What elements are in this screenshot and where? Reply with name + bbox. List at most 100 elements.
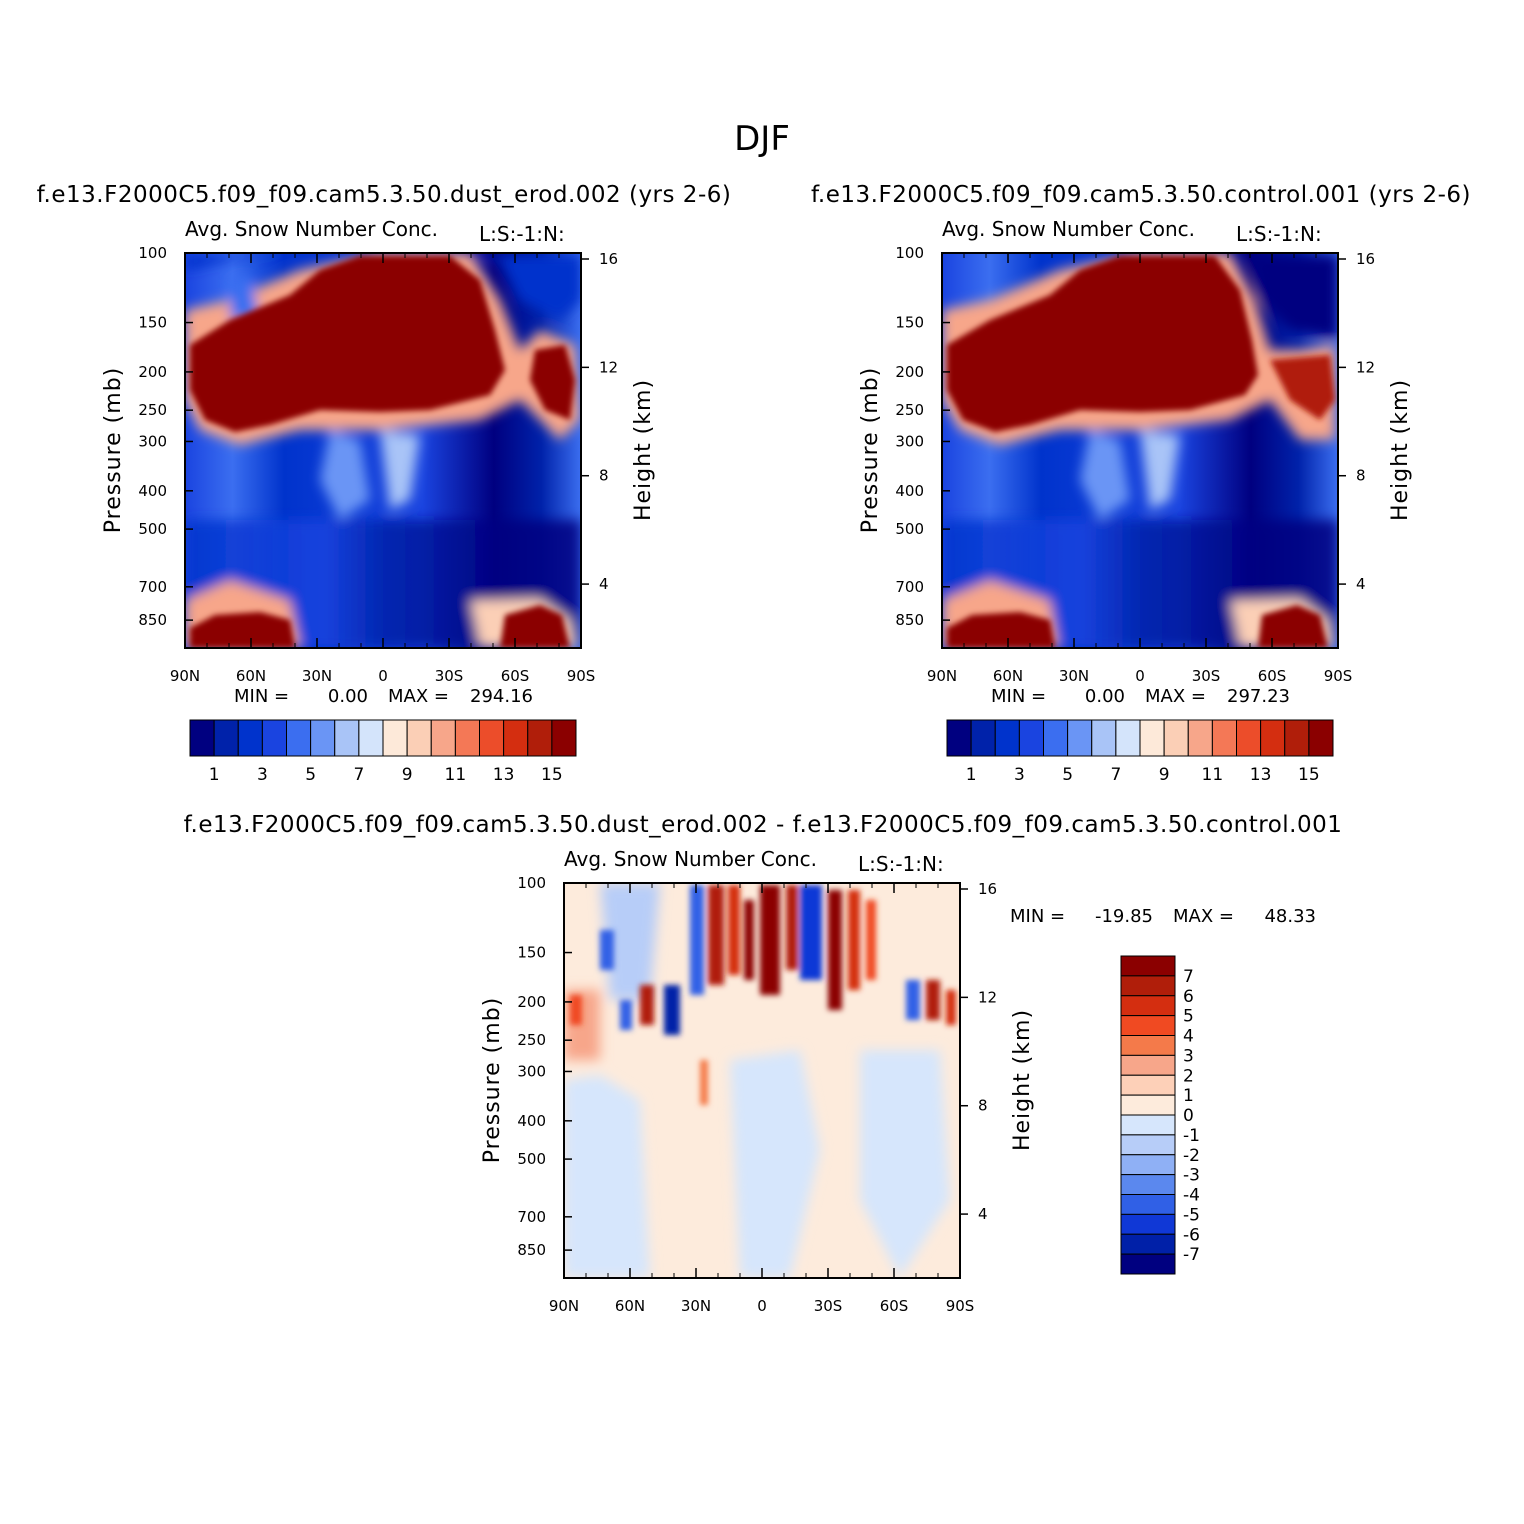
colorbar-swatch: [1211, 719, 1237, 757]
y-tick-label: 850: [895, 611, 924, 629]
colorbar: 1 3 5 7 9 11 13 15: [946, 719, 1334, 785]
x-tick-label: 60S: [880, 1297, 909, 1315]
y-right-tick-label: 16: [978, 880, 997, 898]
colorbar-swatch: [551, 719, 577, 757]
panel-control: f.e13.F2000C5.f09_f09.cam5.3.50.control.…: [811, 182, 1471, 785]
heatmap-field: [942, 253, 1338, 648]
y-tick-label: 100: [895, 244, 924, 262]
colorbar-swatch: [1120, 995, 1176, 1017]
colorbar-swatch: [1120, 1094, 1176, 1116]
colorbar-label: -7: [1183, 1245, 1200, 1265]
x-tick-label: 90N: [170, 667, 200, 685]
x-tick-label: 30S: [1192, 667, 1221, 685]
colorbar-label: 9: [402, 765, 413, 785]
colorbar-label: 11: [1202, 765, 1224, 785]
colorbar-swatch: [1120, 1154, 1176, 1176]
colorbar-swatch: [1120, 1054, 1176, 1076]
colorbar-swatch: [946, 719, 972, 757]
colorbar-label: 11: [445, 765, 467, 785]
colorbar-label: 5: [1062, 765, 1073, 785]
colorbar-swatch: [237, 719, 263, 757]
panel-dust: f.e13.F2000C5.f09_f09.cam5.3.50.dust_ero…: [37, 182, 732, 785]
colorbar-swatch: [1120, 1253, 1176, 1275]
colorbar-swatch: [406, 719, 432, 757]
y-axis-right-label: Height (km): [1388, 379, 1413, 521]
y-right-tick-label: 4: [978, 1205, 988, 1223]
x-tick-label: 0: [757, 1297, 767, 1315]
x-tick-label: 90S: [946, 1297, 975, 1315]
y-axis-right: 16 12 8 4: [1338, 250, 1375, 593]
x-tick-label: 60N: [236, 667, 266, 685]
y-tick-label: 250: [138, 401, 167, 419]
y-right-tick-label: 4: [599, 575, 609, 593]
y-axis-label: Pressure (mb): [480, 997, 505, 1164]
x-tick-label: 30S: [435, 667, 464, 685]
colorbar-swatch: [1120, 1134, 1176, 1156]
y-tick-label: 300: [517, 1062, 546, 1080]
colorbar-label: 9: [1159, 765, 1170, 785]
y-right-tick-label: 8: [599, 467, 609, 485]
max-value: 48.33: [1264, 906, 1316, 927]
x-tick-label: 90S: [567, 667, 596, 685]
y-tick-label: 500: [138, 520, 167, 538]
min-value: -19.85: [1095, 906, 1153, 927]
colorbar-label: 15: [1298, 765, 1320, 785]
x-tick-label: 0: [378, 667, 388, 685]
variable-label: Avg. Snow Number Conc.: [564, 847, 817, 871]
colorbar-swatch: [527, 719, 553, 757]
x-tick-label: 30N: [302, 667, 332, 685]
colorbar-swatch: [1139, 719, 1165, 757]
colorbar-label: 1: [966, 765, 977, 785]
y-tick-label: 400: [895, 482, 924, 500]
colorbar-swatch: [1187, 719, 1213, 757]
colorbar-swatch: [454, 719, 480, 757]
colorbar-swatch: [189, 719, 215, 757]
colorbar-label: 5: [305, 765, 316, 785]
colorbar-swatch: [1120, 1174, 1176, 1195]
variable-label: Avg. Snow Number Conc.: [942, 217, 1195, 241]
colorbar-swatch: [334, 719, 360, 757]
colorbar-swatch: [1236, 719, 1262, 757]
x-tick-label: 90S: [1324, 667, 1353, 685]
colorbar-swatch: [1120, 955, 1176, 977]
y-tick-label: 150: [895, 314, 924, 332]
y-tick-label: 100: [517, 874, 546, 892]
y-tick-label: 200: [895, 363, 924, 381]
y-right-tick-label: 8: [978, 1097, 988, 1115]
colorbar-swatch: [479, 719, 505, 757]
y-tick-label: 500: [517, 1150, 546, 1168]
colorbar-swatch: [1115, 719, 1141, 757]
colorbar-swatch: [286, 719, 312, 757]
colorbar-swatch: [1120, 1035, 1176, 1056]
max-value: 297.23: [1227, 686, 1290, 707]
y-tick-label: 150: [138, 314, 167, 332]
max-value: 294.16: [470, 686, 533, 707]
x-tick-label: 90N: [549, 1297, 579, 1315]
colorbar-label: -6: [1183, 1225, 1200, 1245]
x-tick-label: 60S: [1258, 667, 1287, 685]
colorbar-swatch: [1018, 719, 1044, 757]
colorbar-label: 3: [1183, 1046, 1194, 1066]
y-axis-right: 16 12 8 4: [960, 880, 997, 1223]
colorbar-swatch: [358, 719, 384, 757]
y-axis-right-label: Height (km): [631, 379, 656, 521]
corner-label: L:S:-1:N:: [1236, 222, 1322, 246]
colorbar-swatch: [1120, 1015, 1176, 1036]
colorbar-swatch: [1043, 719, 1069, 757]
panel-title: f.e13.F2000C5.f09_f09.cam5.3.50.dust_ero…: [37, 182, 732, 208]
colorbar-label: 13: [1250, 765, 1272, 785]
colorbar-label: -5: [1183, 1205, 1200, 1225]
y-axis-left: 100 150 200 250 300 400 500 700 850: [895, 244, 950, 629]
max-label: MAX =: [1145, 686, 1206, 707]
colorbar-label: 7: [1110, 765, 1121, 785]
colorbar-swatch: [430, 719, 456, 757]
panel-title: f.e13.F2000C5.f09_f09.cam5.3.50.control.…: [811, 182, 1471, 208]
y-tick-label: 700: [895, 578, 924, 596]
colorbar-label: 3: [1014, 765, 1025, 785]
colorbar-label: -4: [1183, 1186, 1200, 1206]
y-axis-right-label: Height (km): [1010, 1009, 1035, 1151]
min-label: MIN =: [991, 686, 1046, 707]
